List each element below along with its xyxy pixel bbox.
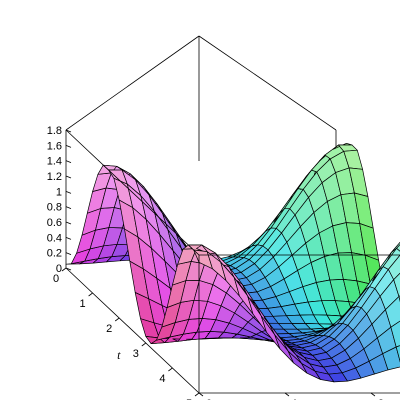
z-tick-mark (65, 190, 72, 194)
z-tick-label: 0 (56, 263, 62, 275)
box-edge-front (65, 129, 200, 256)
z-tick-label: 1.2 (47, 171, 62, 183)
surface-patch (385, 296, 400, 328)
surface-mesh (65, 142, 400, 383)
t-tick-label: 5 (186, 398, 192, 400)
box-edge-back (198, 35, 337, 131)
x-tick-mark (370, 392, 376, 397)
z-tick-label: 1.8 (47, 125, 62, 137)
surface-patch (393, 272, 400, 297)
z-tick-mark (65, 175, 72, 179)
z-tick-mark (65, 144, 72, 148)
z-tick-label: 1.4 (47, 156, 62, 168)
t-tick-mark (141, 342, 147, 347)
z-tick-label: 1 (56, 186, 62, 198)
t-tick-mark (61, 267, 67, 272)
t-tick-label: 0 (53, 273, 59, 285)
surface-patch (382, 346, 400, 371)
surface-patch (382, 247, 400, 270)
z-tick-mark (65, 252, 72, 256)
z-axis: 0 0.2 0.4 0.6 0.8 1 1.2 1.4 1.6 1.8 (47, 125, 72, 275)
box-edge-front (65, 267, 200, 394)
x-tick-label: 0 (206, 398, 212, 400)
t-tick-label: 3 (133, 348, 139, 360)
t-tick-label: 4 (159, 373, 165, 385)
t-axis: 0 1 2 3 4 5 (53, 267, 200, 400)
t-tick-label: 2 (106, 323, 112, 335)
x-tick-mark (284, 392, 290, 397)
z-tick-mark (65, 221, 72, 225)
z-tick-label: 1.6 (47, 140, 62, 152)
x-tick-mark (198, 392, 204, 397)
surface-patch (390, 241, 400, 253)
box-edge-back (65, 35, 200, 131)
t-axis-label: t (117, 348, 121, 362)
z-tick-mark (65, 267, 72, 271)
z-tick-mark (65, 236, 72, 240)
t-tick-mark (114, 317, 120, 322)
z-tick-label: 0.6 (47, 217, 62, 229)
z-tick-label: 0.4 (47, 232, 62, 244)
z-tick-label: 0.2 (47, 248, 62, 260)
t-tick-mark (168, 367, 173, 372)
t-tick-label: 1 (80, 298, 86, 310)
z-tick-label: 0.8 (47, 202, 62, 214)
bounding-box-front (65, 129, 400, 394)
surface-patch (396, 244, 400, 252)
t-tick-mark (194, 392, 200, 397)
surface-patch (388, 254, 400, 280)
z-tick-mark (65, 160, 72, 164)
x-tick-label: 2 (378, 398, 384, 400)
x-tick-label: 1 (292, 398, 298, 400)
t-tick-mark (88, 292, 93, 297)
z-tick-mark (65, 206, 72, 210)
z-tick-mark (65, 129, 72, 133)
